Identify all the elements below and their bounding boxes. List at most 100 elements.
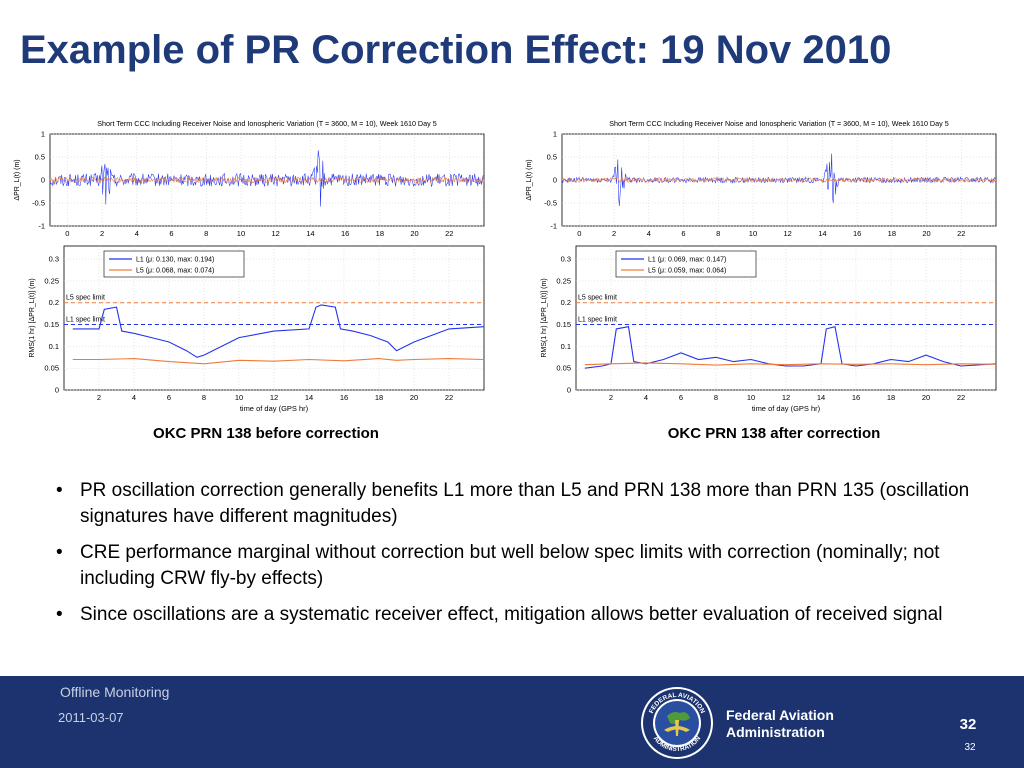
bottom-y-tick-label: 0.3: [49, 255, 59, 264]
top-x-tick-label: 8: [204, 229, 208, 238]
legend-box: [615, 250, 757, 278]
bottom-x-tick-label: 10: [747, 393, 755, 402]
top-x-tick-label: 10: [237, 229, 245, 238]
top-x-tick-label: 22: [445, 229, 453, 238]
chart-panel-before: Short Term CCC Including Receiver Noise …: [10, 114, 498, 419]
bottom-y-axis-label: RMS(1 hr) [ΔPR_L(t)] (m): [541, 278, 548, 357]
bottom-x-tick-label: 10: [235, 393, 243, 402]
bottom-y-tick-label: 0.15: [556, 320, 571, 329]
page-number-small: 32: [964, 742, 976, 753]
bottom-x-tick-label: 2: [609, 393, 613, 402]
bottom-y-tick-label: 0.15: [44, 320, 59, 329]
chart-after-correction: Short Term CCC Including Receiver Noise …: [526, 119, 997, 413]
bottom-x-tick-label: 6: [167, 393, 171, 402]
bullet-marker: •: [56, 480, 63, 501]
top-x-tick-label: 18: [376, 229, 384, 238]
bottom-series-line-1: [584, 362, 997, 366]
top-y-axis-label: ΔPR_L(t) (m): [526, 159, 533, 200]
bullet-item: • PR oscillation correction generally ben…: [56, 478, 996, 530]
bottom-y-tick-label: 0: [55, 386, 59, 395]
caption-before-correction: OKC PRN 138 before correction: [153, 425, 379, 442]
legend-box: [103, 250, 245, 278]
bottom-x-tick-label: 14: [817, 393, 825, 402]
bottom-x-tick-label: 4: [644, 393, 648, 402]
top-x-tick-label: 4: [135, 229, 139, 238]
top-x-tick-label: 0: [577, 229, 581, 238]
bottom-x-tick-label: 6: [679, 393, 683, 402]
top-y-tick-label: -1: [550, 222, 557, 231]
bottom-x-tick-label: 20: [410, 393, 418, 402]
bottom-y-tick-label: 0.3: [561, 255, 571, 264]
bottom-x-tick-label: 14: [305, 393, 313, 402]
page-number: 32: [959, 716, 977, 733]
bullet-marker: •: [56, 604, 63, 625]
legend-label-0: L1 (μ: 0.069, max: 0.147): [648, 257, 726, 264]
legend-label-1: L5 (μ: 0.068, max: 0.074): [136, 268, 214, 275]
bottom-y-tick-label: 0.1: [561, 342, 571, 351]
bottom-x-tick-label: 20: [922, 393, 930, 402]
top-y-tick-label: 0.5: [547, 153, 557, 162]
top-plot-title: Short Term CCC Including Receiver Noise …: [609, 119, 948, 128]
top-x-tick-label: 0: [65, 229, 69, 238]
bottom-x-axis-label: time of day (GPS hr): [752, 404, 821, 413]
bullet-text: CRE performance marginal without correct…: [80, 542, 940, 589]
bottom-x-tick-label: 22: [957, 393, 965, 402]
top-y-tick-label: -1: [38, 222, 45, 231]
top-x-tick-label: 6: [681, 229, 685, 238]
chart-panel-after: Short Term CCC Including Receiver Noise …: [522, 114, 1010, 419]
bottom-series-line-0: [72, 304, 485, 358]
footer-title: Offline Monitoring: [60, 684, 170, 700]
bottom-y-axis-label: RMS(1 hr) [ΔPR_L(t)] (m): [29, 278, 36, 357]
bottom-x-axis-label: time of day (GPS hr): [240, 404, 309, 413]
L5-spec-limit-label: L5 spec limit: [66, 295, 105, 302]
bullet-text: Since oscillations are a systematic rece…: [80, 604, 943, 625]
top-x-tick-label: 2: [100, 229, 104, 238]
legend-label-0: L1 (μ: 0.130, max: 0.194): [136, 257, 214, 264]
top-x-tick-label: 4: [647, 229, 651, 238]
top-x-tick-label: 14: [818, 229, 826, 238]
bottom-y-tick-label: 0.25: [44, 276, 59, 285]
bottom-x-tick-label: 2: [97, 393, 101, 402]
chart-before-correction: Short Term CCC Including Receiver Noise …: [14, 119, 485, 413]
top-x-tick-label: 22: [957, 229, 965, 238]
top-y-tick-label: 1: [553, 130, 557, 139]
L1-spec-limit-label: L1 spec limit: [66, 317, 105, 324]
top-series-L5-noise: [561, 176, 997, 184]
bullet-text: PR oscillation correction generally bene…: [80, 480, 970, 527]
bottom-x-tick-label: 22: [445, 393, 453, 402]
top-x-tick-label: 12: [272, 229, 280, 238]
bottom-x-tick-label: 16: [340, 393, 348, 402]
bottom-y-tick-label: 0.1: [49, 342, 59, 351]
bottom-series-line-1: [72, 358, 485, 365]
bottom-x-tick-label: 4: [132, 393, 136, 402]
top-y-tick-label: 0: [41, 176, 45, 185]
agency-line-1: Federal Aviation: [726, 707, 834, 723]
faa-seal-logo: FEDERAL AVIATION ADMINISTRATION: [641, 687, 713, 759]
top-x-tick-label: 14: [306, 229, 314, 238]
bottom-x-tick-label: 12: [270, 393, 278, 402]
legend-label-1: L5 (μ: 0.059, max: 0.064): [648, 268, 726, 275]
top-x-tick-label: 12: [784, 229, 792, 238]
top-x-tick-label: 6: [169, 229, 173, 238]
top-y-tick-label: 1: [41, 130, 45, 139]
bottom-y-tick-label: 0.2: [561, 298, 571, 307]
top-x-tick-label: 2: [612, 229, 616, 238]
top-x-tick-label: 16: [341, 229, 349, 238]
top-x-tick-label: 10: [749, 229, 757, 238]
top-y-tick-label: -0.5: [32, 199, 45, 208]
slide-title: Example of PR Correction Effect: 19 Nov …: [20, 28, 892, 72]
L1-spec-limit-label: L1 spec limit: [578, 317, 617, 324]
top-y-tick-label: 0.5: [35, 153, 45, 162]
top-x-tick-label: 20: [410, 229, 418, 238]
bottom-x-tick-label: 16: [852, 393, 860, 402]
bottom-x-tick-label: 18: [887, 393, 895, 402]
top-plot-title: Short Term CCC Including Receiver Noise …: [97, 119, 436, 128]
bullet-item: • Since oscillations are a systematic rec…: [56, 602, 996, 628]
bullet-item: • CRE performance marginal without correc…: [56, 540, 996, 592]
L5-spec-limit-label: L5 spec limit: [578, 295, 617, 302]
footer-date: 2011-03-07: [58, 710, 124, 725]
bottom-x-tick-label: 8: [714, 393, 718, 402]
bottom-y-tick-label: 0.05: [556, 364, 571, 373]
bottom-x-tick-label: 8: [202, 393, 206, 402]
bottom-y-tick-label: 0.2: [49, 298, 59, 307]
